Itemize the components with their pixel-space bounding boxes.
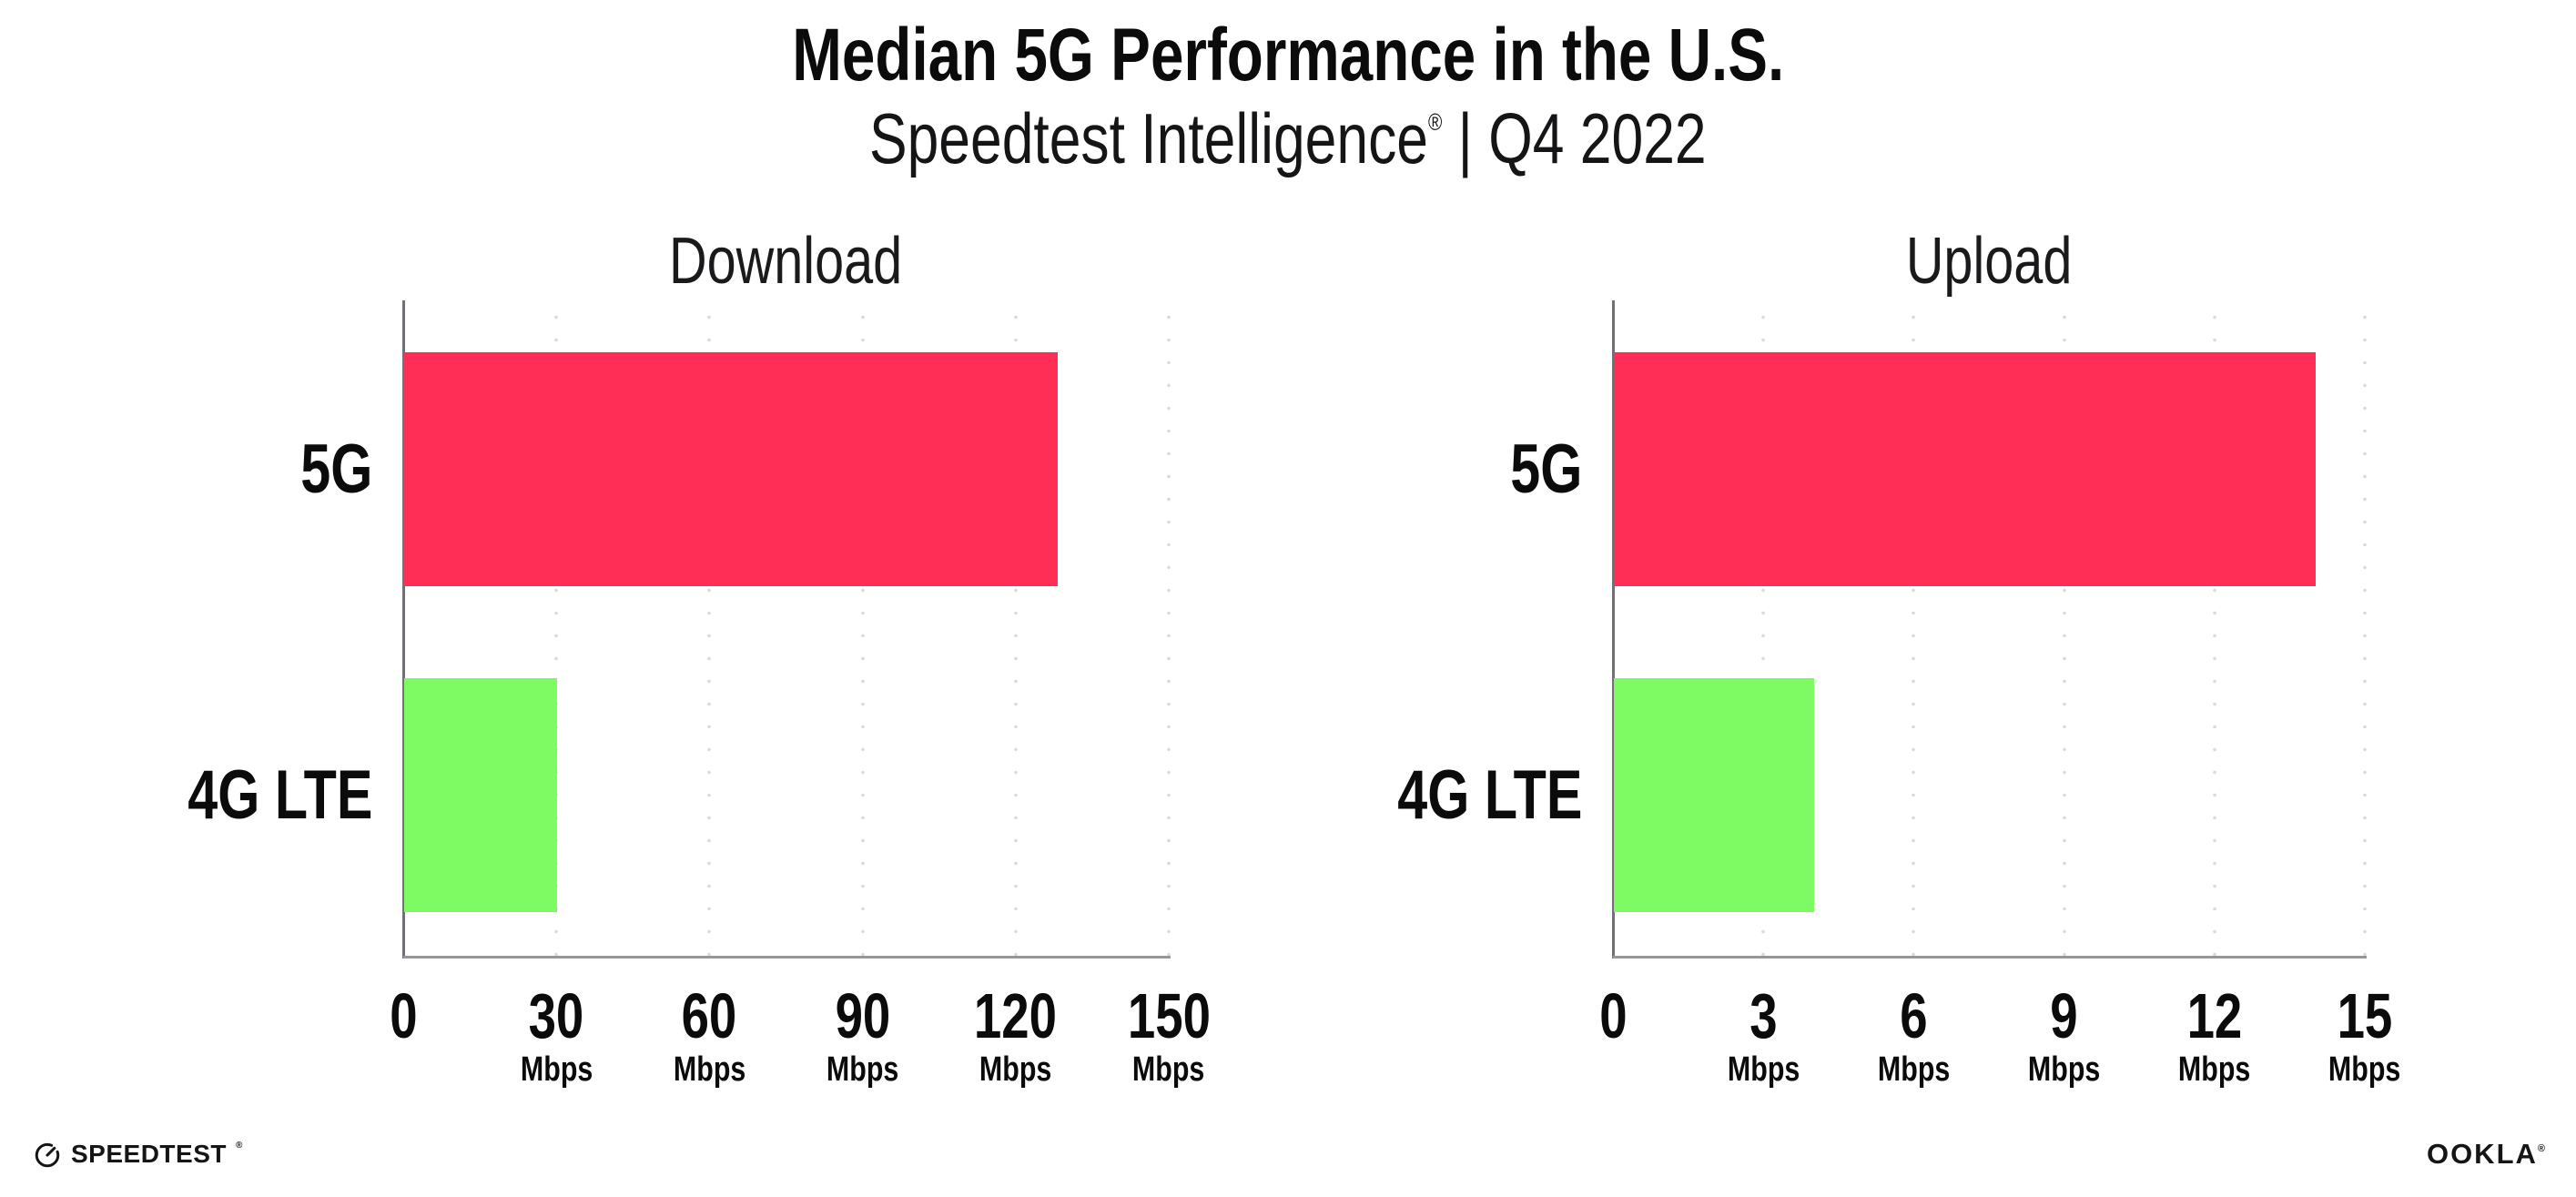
tick-unit-text: Mbps bbox=[979, 1050, 1052, 1089]
ookla-registered-mark: ® bbox=[2537, 1143, 2545, 1154]
bar-5g bbox=[404, 352, 1058, 586]
chart-title-download: Download bbox=[403, 228, 1169, 295]
x-axis bbox=[403, 956, 1171, 959]
gridline-9 bbox=[2062, 306, 2066, 959]
tick-label-15: 15 bbox=[2274, 984, 2456, 1048]
tick-unit-text: Mbps bbox=[673, 1050, 746, 1089]
tick-unit-text: Mbps bbox=[2027, 1050, 2101, 1089]
category-label-text: 4G LTE bbox=[1396, 756, 1582, 834]
tick-unit-text: Mbps bbox=[2328, 1050, 2401, 1089]
gridline-90 bbox=[860, 306, 865, 959]
gridline-12 bbox=[2212, 306, 2216, 959]
chart-title-upload: Upload bbox=[1613, 228, 2365, 295]
category-label-text: 4G LTE bbox=[187, 756, 372, 834]
tick-unit-30: Mbps bbox=[465, 1051, 647, 1088]
gridline-6 bbox=[1912, 306, 1916, 959]
ookla-logo-text: OOKLA bbox=[2426, 1138, 2538, 1170]
tick-label-text: 120 bbox=[974, 980, 1058, 1051]
tick-label-30: 30 bbox=[465, 984, 647, 1048]
category-label-4g-lte: 4G LTE bbox=[1345, 756, 1582, 834]
tick-label-60: 60 bbox=[618, 984, 800, 1048]
subtitle-period: | Q4 2022 bbox=[1442, 98, 1707, 178]
page-subtitle: Speedtest Intelligence® | Q4 2022 bbox=[0, 100, 2576, 193]
tick-label-text: 6 bbox=[1900, 980, 1928, 1051]
tick-label-3: 3 bbox=[1672, 984, 1854, 1048]
tick-unit-60: Mbps bbox=[618, 1051, 800, 1088]
page-title-text: Median 5G Performance in the U.S. bbox=[792, 14, 1784, 96]
ookla-logo: OOKLA® bbox=[2427, 1138, 2545, 1171]
tick-unit-90: Mbps bbox=[772, 1051, 954, 1088]
gridline-60 bbox=[707, 306, 712, 959]
tick-unit-12: Mbps bbox=[2124, 1051, 2306, 1088]
tick-unit-6: Mbps bbox=[1822, 1051, 2004, 1088]
tick-label-text: 15 bbox=[2337, 980, 2393, 1051]
tick-unit-text: Mbps bbox=[1727, 1050, 1800, 1089]
tick-label-text: 12 bbox=[2186, 980, 2243, 1051]
subtitle-brand: Speedtest Intelligence bbox=[869, 98, 1429, 178]
category-label-text: 5G bbox=[1509, 430, 1582, 508]
tick-label-0: 0 bbox=[1522, 984, 1704, 1048]
tick-unit-text: Mbps bbox=[1132, 1050, 1205, 1089]
tick-unit-text: Mbps bbox=[826, 1050, 899, 1089]
tick-label-text: 0 bbox=[1598, 980, 1628, 1051]
tick-label-90: 90 bbox=[772, 984, 954, 1048]
tick-unit-9: Mbps bbox=[1973, 1051, 2155, 1088]
tick-label-150: 150 bbox=[1078, 984, 1260, 1048]
speedtest-logo-text: SPEEDTEST bbox=[71, 1140, 227, 1168]
tick-label-text: 150 bbox=[1127, 980, 1211, 1051]
tick-label-12: 12 bbox=[2124, 984, 2306, 1048]
tick-unit-text: Mbps bbox=[1877, 1050, 1951, 1089]
category-label-5g: 5G bbox=[1490, 430, 1582, 508]
tick-label-text: 60 bbox=[682, 980, 737, 1051]
registered-mark: ® bbox=[1428, 108, 1443, 136]
speedtest-gauge-icon bbox=[35, 1142, 60, 1168]
plot-upload: 5G 4G LTE 0 3 Mbps 6 Mbps 9 Mbps 12 Mbps 15 Mbps bbox=[1397, 300, 2401, 1088]
tick-unit-text: Mbps bbox=[520, 1050, 593, 1089]
category-label-4g-lte: 4G LTE bbox=[136, 756, 372, 834]
tick-label-6: 6 bbox=[1822, 984, 2004, 1048]
tick-unit-3: Mbps bbox=[1672, 1051, 1854, 1088]
gridline-30 bbox=[554, 306, 559, 959]
gridline-3 bbox=[1761, 306, 1766, 959]
speedtest-logo: SPEEDTEST ® bbox=[33, 1140, 242, 1169]
tick-unit-15: Mbps bbox=[2274, 1051, 2456, 1088]
chart-title-text: Download bbox=[669, 225, 903, 298]
tick-label-text: 0 bbox=[389, 980, 418, 1051]
page-title: Median 5G Performance in the U.S. bbox=[0, 16, 2576, 95]
tick-label-text: 3 bbox=[1749, 980, 1778, 1051]
tick-label-text: 9 bbox=[2050, 980, 2078, 1051]
bar-4g-lte bbox=[404, 678, 558, 912]
tick-label-text: 90 bbox=[835, 980, 890, 1051]
tick-label-120: 120 bbox=[925, 984, 1107, 1048]
gridline-120 bbox=[1013, 306, 1018, 959]
tick-label-text: 30 bbox=[528, 980, 584, 1051]
speedtest-registered-mark: ® bbox=[235, 1140, 243, 1151]
category-label-5g: 5G bbox=[280, 430, 372, 508]
category-label-text: 5G bbox=[299, 430, 372, 508]
tick-label-9: 9 bbox=[1973, 984, 2155, 1048]
tick-unit-150: Mbps bbox=[1078, 1051, 1260, 1088]
tick-label-0: 0 bbox=[312, 984, 494, 1048]
tick-unit-text: Mbps bbox=[2178, 1050, 2251, 1089]
bar-5g bbox=[1614, 352, 2316, 586]
y-axis bbox=[1612, 300, 1615, 959]
gridline-150 bbox=[1167, 306, 1171, 959]
plot-download: 5G 4G LTE 0 30 Mbps 60 Mbps 90 Mbps 120 Mbps 150 Mbp… bbox=[188, 300, 1211, 1088]
tick-unit-120: Mbps bbox=[925, 1051, 1107, 1088]
y-axis bbox=[402, 300, 405, 959]
x-axis bbox=[1613, 956, 2367, 959]
chart-title-text: Upload bbox=[1905, 225, 2073, 298]
gridline-15 bbox=[2363, 306, 2367, 959]
bar-4g-lte bbox=[1614, 678, 1815, 912]
